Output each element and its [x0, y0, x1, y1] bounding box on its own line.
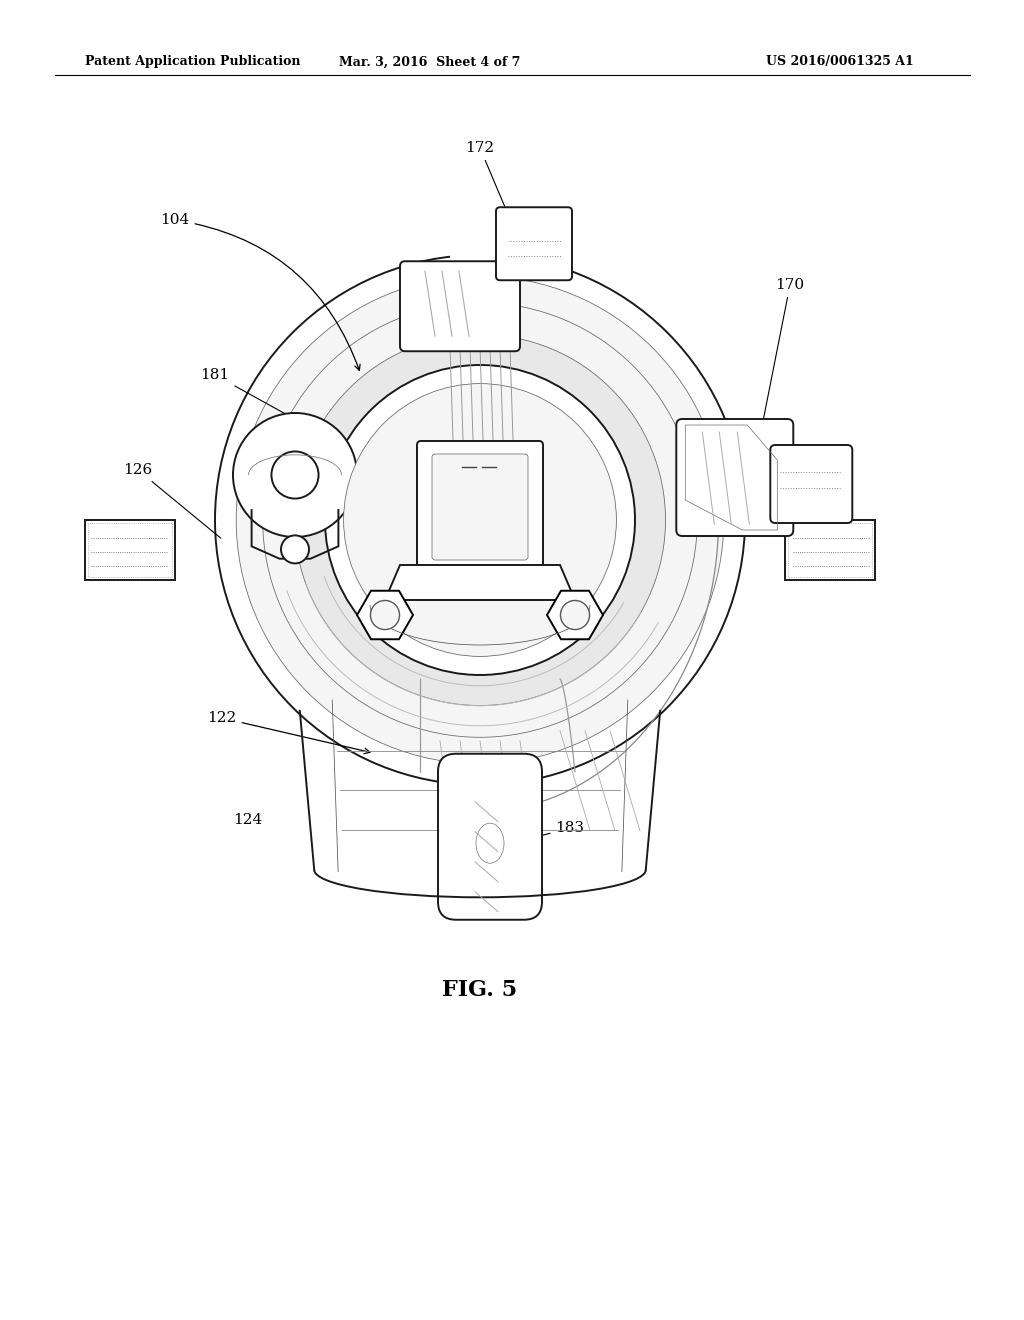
- Text: 168: 168: [538, 498, 612, 539]
- FancyBboxPatch shape: [770, 445, 852, 523]
- Text: 170: 170: [758, 279, 805, 447]
- Text: FIG. 5: FIG. 5: [442, 979, 517, 1001]
- FancyBboxPatch shape: [676, 418, 794, 536]
- Circle shape: [271, 451, 318, 499]
- FancyBboxPatch shape: [417, 441, 543, 579]
- Text: 172: 172: [466, 141, 529, 264]
- FancyBboxPatch shape: [432, 454, 528, 560]
- Polygon shape: [357, 591, 413, 639]
- Circle shape: [233, 413, 357, 537]
- Bar: [88, 523, 172, 577]
- FancyBboxPatch shape: [400, 261, 520, 351]
- Circle shape: [295, 334, 666, 705]
- Text: Mar. 3, 2016  Sheet 4 of 7: Mar. 3, 2016 Sheet 4 of 7: [339, 55, 520, 69]
- Polygon shape: [547, 591, 603, 639]
- Bar: [785, 520, 874, 579]
- Text: 181: 181: [201, 368, 317, 432]
- Circle shape: [325, 366, 635, 675]
- FancyBboxPatch shape: [438, 754, 542, 920]
- Polygon shape: [385, 565, 575, 601]
- Circle shape: [281, 536, 309, 564]
- Circle shape: [344, 384, 616, 656]
- Bar: [450, 210, 505, 267]
- Circle shape: [263, 302, 697, 738]
- Bar: [85, 520, 175, 579]
- FancyBboxPatch shape: [496, 207, 572, 280]
- Text: US 2016/0061325 A1: US 2016/0061325 A1: [766, 55, 913, 69]
- Circle shape: [237, 276, 724, 764]
- Circle shape: [371, 601, 399, 630]
- Text: 124: 124: [233, 813, 262, 828]
- Text: 104: 104: [161, 213, 360, 371]
- Text: Patent Application Publication: Patent Application Publication: [85, 55, 300, 69]
- Circle shape: [560, 601, 590, 630]
- Circle shape: [215, 255, 745, 785]
- Text: 183: 183: [520, 821, 585, 841]
- Text: 122: 122: [208, 711, 370, 754]
- Bar: [788, 523, 872, 577]
- Text: 126: 126: [123, 463, 221, 539]
